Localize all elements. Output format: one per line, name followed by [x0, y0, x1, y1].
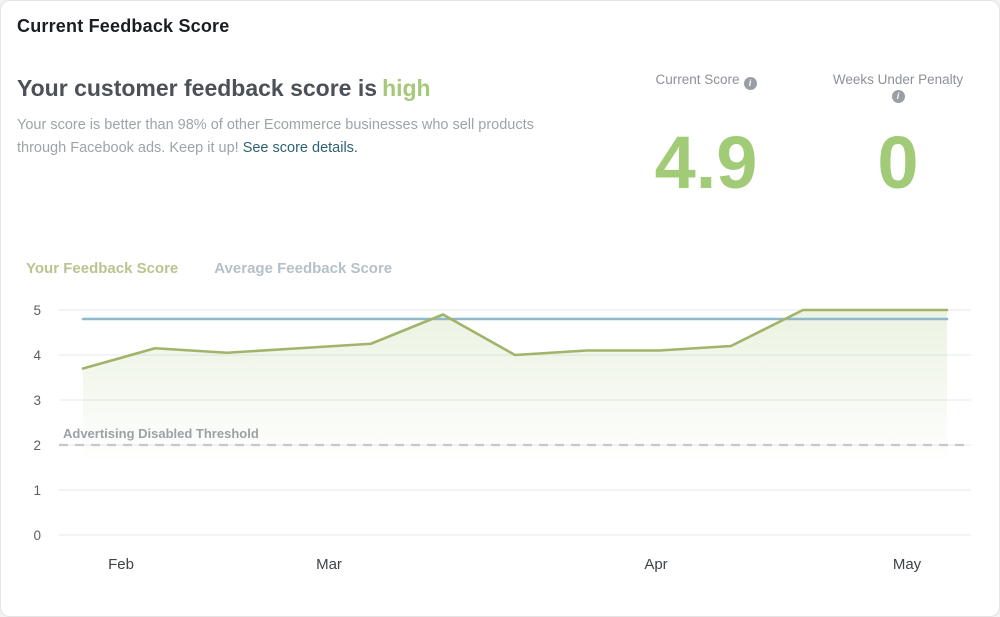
current-score-label-row: Current Score i — [616, 72, 796, 106]
summary-heading-status: high — [382, 75, 431, 101]
weeks-under-penalty-value: 0 — [877, 121, 919, 204]
threshold-label: Advertising Disabled Threshold — [63, 426, 259, 441]
y-tick-label: 4 — [33, 348, 41, 363]
weeks-under-penalty-label: Weeks Under Penalty — [832, 72, 964, 87]
x-tick-label: May — [893, 556, 922, 573]
current-score-label: Current Score — [655, 72, 740, 87]
current-score-stat: Current Score i 4.9 — [616, 72, 796, 200]
chart-legend: Your Feedback Score Average Feedback Sco… — [26, 260, 392, 277]
summary-body-text: Your score is better than 98% of other E… — [17, 117, 534, 156]
x-tick-label: Apr — [644, 556, 667, 573]
your-score-line — [81, 308, 949, 370]
y-tick-label: 5 — [33, 303, 41, 318]
summary-heading: Your customer feedback score is high — [17, 75, 431, 102]
legend-average-feedback-score: Average Feedback Score — [214, 260, 393, 277]
page-title: Current Feedback Score — [17, 16, 230, 36]
x-axis-labels: Feb Mar Apr May — [108, 556, 922, 573]
summary-heading-text: Your customer feedback score is — [17, 75, 378, 101]
current-score-value: 4.9 — [654, 121, 758, 204]
y-tick-label: 2 — [33, 438, 41, 453]
see-score-details-link[interactable]: See score details. — [242, 140, 358, 156]
weeks-under-penalty-stat: Weeks Under Penalty i 0 — [808, 72, 988, 200]
x-tick-label: Mar — [316, 556, 342, 573]
y-tick-label: 3 — [33, 393, 41, 408]
y-tick-label: 0 — [33, 528, 41, 543]
y-tick-label: 1 — [33, 483, 41, 498]
y-axis-labels: 0 1 2 3 4 5 — [33, 303, 41, 543]
weeks-under-penalty-label-row: Weeks Under Penalty i — [808, 72, 988, 106]
info-icon[interactable]: i — [891, 90, 905, 103]
info-icon[interactable]: i — [743, 77, 757, 90]
x-tick-label: Feb — [108, 556, 134, 573]
summary-body: Your score is better than 98% of other E… — [17, 114, 565, 160]
legend-your-feedback-score: Your Feedback Score — [26, 260, 179, 277]
